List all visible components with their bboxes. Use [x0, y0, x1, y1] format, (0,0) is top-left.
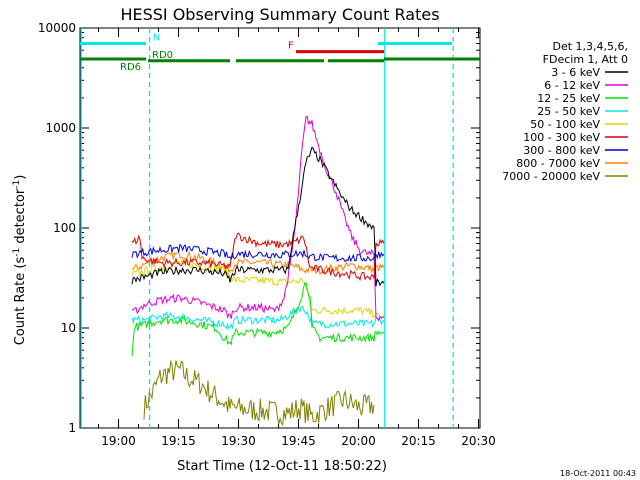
legend-entry-label: 12 - 25 keV: [537, 92, 600, 105]
series-line: [131, 250, 385, 275]
legend-entry-label: 3 - 6 keV: [551, 66, 600, 79]
y-tick-label: 10: [61, 321, 76, 335]
state-bar-label: F: [288, 41, 294, 52]
x-tick-label: 19:30: [221, 434, 256, 448]
timestamp: 18-Oct-2011 00:43: [560, 469, 636, 478]
series-line: [131, 305, 385, 330]
x-tick-label: 19:45: [281, 434, 316, 448]
legend-header: FDecim 1, Att 0: [543, 53, 628, 66]
legend-entry-label: 800 - 7000 keV: [516, 157, 600, 170]
series-line: [131, 146, 385, 287]
legend: Det 1,3,4,5,6,FDecim 1, Att 03 - 6 keV6 …: [502, 40, 628, 183]
state-bar-label: N: [153, 32, 160, 43]
legend-entry-label: 50 - 100 keV: [530, 118, 600, 131]
x-axis-label: Start Time (12-Oct-11 18:50:22): [177, 459, 387, 474]
plot-area: 1 10 100 1000 10000 19:00 19:15 19:30 19:45 20:00…: [38, 21, 496, 448]
y-tick-label: 10000: [38, 21, 76, 35]
legend-header: Det 1,3,4,5,6,: [552, 40, 628, 53]
y-tick-label: 100: [53, 221, 76, 235]
state-bar-label: RD6: [120, 62, 141, 73]
series-line: [131, 281, 385, 357]
y-axis-label: Count Rate (s-1 detector-1): [12, 175, 28, 346]
legend-entry-label: 300 - 800 keV: [523, 144, 600, 157]
x-tick-label: 20:30: [461, 434, 496, 448]
series-line: [131, 115, 385, 322]
series-line: [143, 360, 375, 427]
chart-title: HESSI Observing Summary Count Rates: [120, 5, 439, 24]
legend-entry-label: 25 - 50 keV: [537, 105, 600, 118]
series-line: [131, 258, 385, 320]
x-tick-label: 20:15: [401, 434, 436, 448]
state-bar-label: RD0: [152, 50, 173, 61]
x-tick-label: 19:00: [101, 434, 136, 448]
y-tick-label: 1000: [45, 121, 76, 135]
legend-entry-label: 100 - 300 keV: [523, 131, 600, 144]
plot-frame: [79, 27, 481, 429]
series-line: [131, 243, 385, 263]
x-tick-label: 19:15: [161, 434, 196, 448]
y-tick-label: 1: [68, 421, 76, 435]
legend-entry-label: 6 - 12 keV: [544, 79, 600, 92]
x-tick-label: 20:00: [341, 434, 376, 448]
series-line: [131, 232, 385, 282]
legend-entry-label: 7000 - 20000 keV: [502, 170, 600, 183]
